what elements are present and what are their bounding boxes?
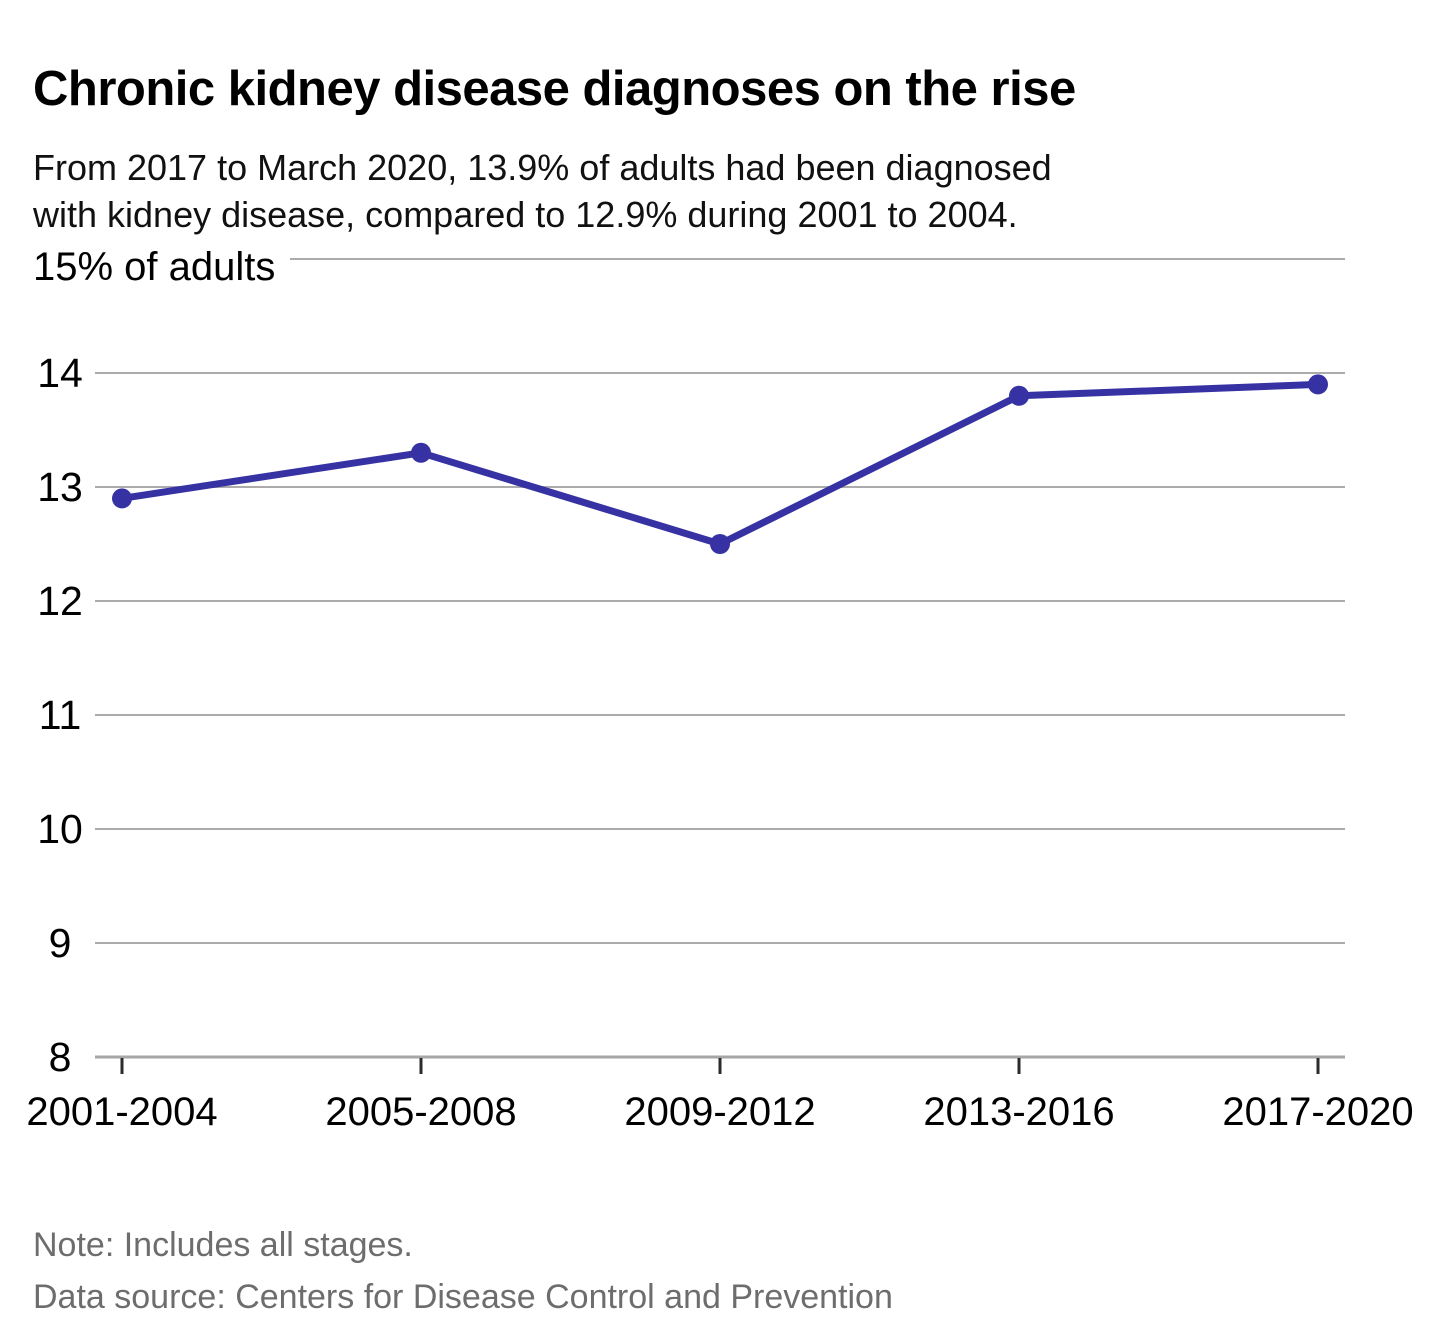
data-line: [118, 380, 1322, 548]
y-axis-label: 8: [49, 1034, 72, 1080]
chart-source: Data source: Centers for Disease Control…: [33, 1278, 893, 1316]
data-point: [1009, 385, 1029, 406]
y-axis-label: 9: [49, 920, 72, 966]
y-axis-unit-label: 15% of adults: [33, 245, 275, 289]
x-axis-label: 2005-2008: [325, 1090, 516, 1134]
data-point: [411, 442, 431, 463]
y-axis-label: 11: [39, 692, 82, 738]
data-point: [112, 488, 132, 509]
data-point: [710, 534, 730, 554]
y-axis-label: 10: [37, 806, 83, 852]
chart-subtitle-line-1: From 2017 to March 2020, 13.9% of adults…: [33, 147, 1052, 188]
y-axis-label: 14: [37, 350, 83, 396]
x-axis-label: 2001-2004: [26, 1090, 217, 1134]
y-axis-label: 13: [37, 464, 83, 510]
chart-note: Note: Includes all stages.: [33, 1226, 413, 1264]
x-axis-label: 2009-2012: [624, 1090, 815, 1134]
chart-subtitle-line-2: with kidney disease, compared to 12.9% d…: [33, 194, 1018, 235]
data-point: [1308, 374, 1328, 395]
page-title: Chronic kidney disease diagnoses on the …: [33, 61, 1076, 116]
chart-subtitle: From 2017 to March 2020, 13.9% of adults…: [33, 144, 1052, 238]
x-axis-label: 2017-2020: [1222, 1090, 1413, 1134]
x-axis-label: 2013-2016: [923, 1090, 1114, 1134]
y-axis-label: 12: [37, 578, 83, 624]
